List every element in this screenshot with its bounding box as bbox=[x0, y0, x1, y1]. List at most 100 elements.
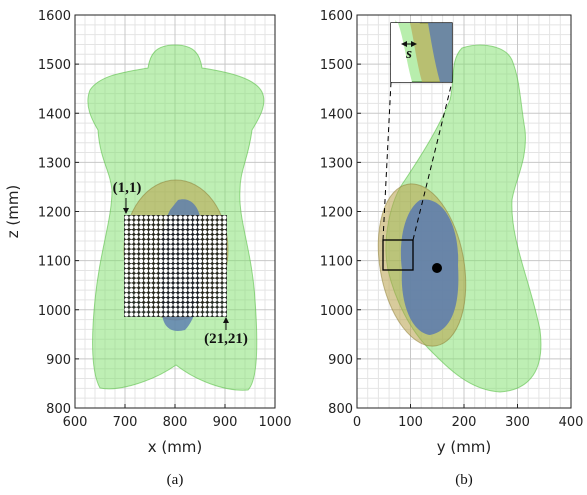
array-element bbox=[129, 230, 133, 234]
array-element bbox=[178, 249, 182, 253]
array-element bbox=[213, 288, 217, 292]
array-element bbox=[188, 245, 192, 249]
array-element bbox=[178, 240, 182, 244]
array-element bbox=[169, 215, 173, 219]
array-element bbox=[178, 278, 182, 282]
array-element bbox=[154, 240, 158, 244]
array-element bbox=[139, 259, 143, 263]
array-element bbox=[149, 274, 153, 278]
y-tick-label: 1100 bbox=[38, 255, 71, 270]
array-element bbox=[222, 298, 226, 302]
array-element bbox=[213, 230, 217, 234]
array-element bbox=[134, 298, 138, 302]
array-element bbox=[159, 249, 163, 253]
array-element bbox=[183, 264, 187, 268]
array-element bbox=[208, 274, 212, 278]
array-element bbox=[178, 308, 182, 312]
array-element bbox=[149, 259, 153, 263]
array-element bbox=[173, 303, 177, 307]
array-element bbox=[154, 293, 158, 297]
x-tick-label: 200 bbox=[452, 415, 477, 430]
array-element bbox=[198, 312, 202, 316]
array-element bbox=[159, 312, 163, 316]
array-element bbox=[159, 264, 163, 268]
array-element bbox=[124, 225, 128, 229]
array-element bbox=[208, 240, 212, 244]
array-element bbox=[154, 254, 158, 258]
array-element bbox=[213, 293, 217, 297]
array-element bbox=[178, 225, 182, 229]
array-element bbox=[144, 225, 148, 229]
array-element bbox=[222, 225, 226, 229]
array-element bbox=[144, 245, 148, 249]
x-tick-label: 800 bbox=[163, 415, 188, 430]
array-element bbox=[198, 269, 202, 273]
array-element bbox=[124, 283, 128, 287]
array-element bbox=[154, 312, 158, 316]
array-element bbox=[203, 303, 207, 307]
array-element bbox=[198, 308, 202, 312]
array-element bbox=[222, 215, 226, 219]
array-element bbox=[183, 278, 187, 282]
array-element bbox=[183, 259, 187, 263]
y-tick-label: 1500 bbox=[320, 58, 353, 73]
array-element bbox=[139, 225, 143, 229]
array-element bbox=[124, 240, 128, 244]
array-element bbox=[208, 215, 212, 219]
array-element bbox=[222, 288, 226, 292]
array-element bbox=[188, 230, 192, 234]
array-element bbox=[203, 269, 207, 273]
x-tick-label: 1000 bbox=[258, 415, 291, 430]
array-element bbox=[169, 230, 173, 234]
array-element bbox=[164, 215, 168, 219]
array-element bbox=[193, 235, 197, 239]
array-element bbox=[183, 269, 187, 273]
array-element bbox=[198, 274, 202, 278]
array-element bbox=[164, 283, 168, 287]
array-element bbox=[198, 264, 202, 268]
array-element bbox=[159, 254, 163, 258]
array-element bbox=[178, 312, 182, 316]
array-element bbox=[169, 249, 173, 253]
array-element bbox=[124, 269, 128, 273]
array-element bbox=[154, 220, 158, 224]
array-element bbox=[213, 220, 217, 224]
array-element bbox=[178, 220, 182, 224]
array-element bbox=[164, 288, 168, 292]
array-element bbox=[129, 308, 133, 312]
array-element bbox=[178, 288, 182, 292]
array-element bbox=[178, 254, 182, 258]
array-element bbox=[159, 230, 163, 234]
array-element bbox=[203, 274, 207, 278]
array-element bbox=[222, 293, 226, 297]
array-element bbox=[183, 215, 187, 219]
array-element bbox=[144, 278, 148, 282]
array-element bbox=[154, 215, 158, 219]
array-element bbox=[183, 254, 187, 258]
array-element bbox=[193, 278, 197, 282]
array-element bbox=[203, 293, 207, 297]
array-element bbox=[213, 264, 217, 268]
array-element bbox=[198, 235, 202, 239]
array-element bbox=[149, 254, 153, 258]
array-element bbox=[159, 245, 163, 249]
array-element bbox=[159, 308, 163, 312]
array-element bbox=[173, 225, 177, 229]
array-element bbox=[178, 269, 182, 273]
array-element bbox=[144, 259, 148, 263]
array-element bbox=[208, 293, 212, 297]
array-element bbox=[134, 259, 138, 263]
array-element bbox=[173, 249, 177, 253]
array-element bbox=[134, 240, 138, 244]
array-element bbox=[149, 312, 153, 316]
array-element bbox=[218, 254, 222, 258]
array-element bbox=[159, 283, 163, 287]
array-element bbox=[222, 249, 226, 253]
array-element bbox=[149, 245, 153, 249]
array-element bbox=[178, 293, 182, 297]
y-tick-label: 1000 bbox=[320, 304, 353, 319]
array-element bbox=[169, 220, 173, 224]
array-element bbox=[203, 278, 207, 282]
array-element bbox=[169, 288, 173, 292]
array-element bbox=[164, 293, 168, 297]
